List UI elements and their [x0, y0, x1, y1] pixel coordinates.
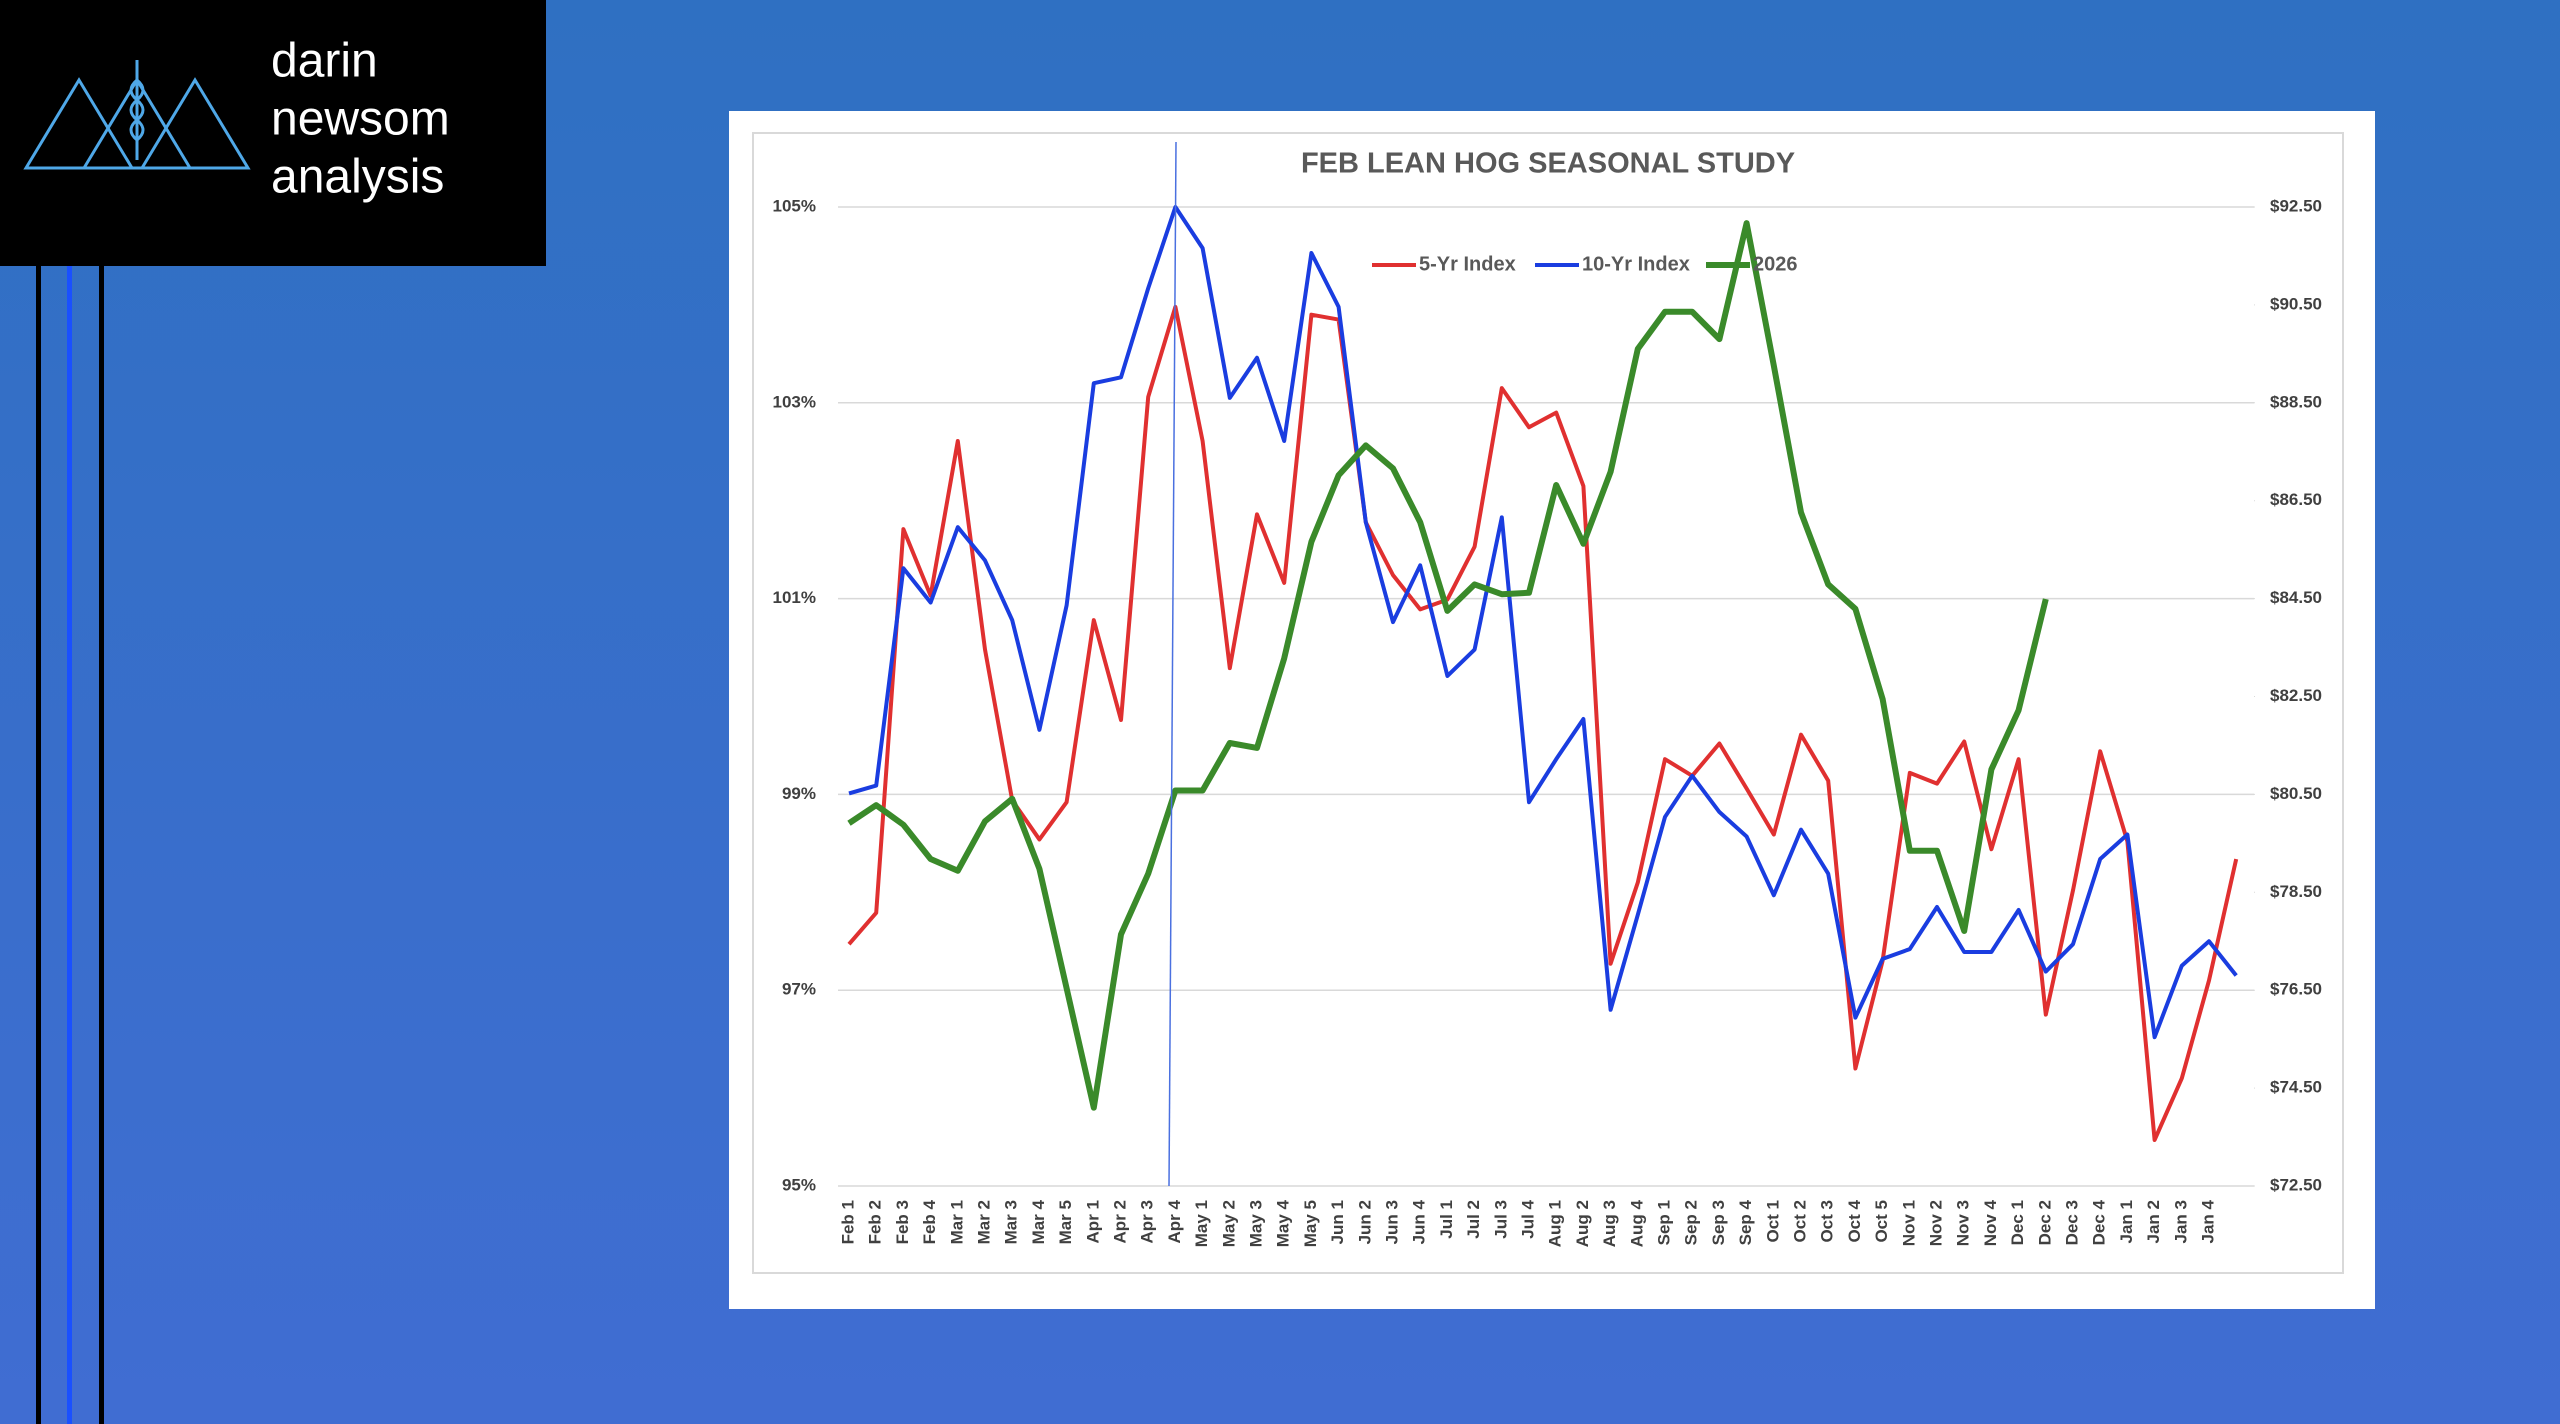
x-tick-label: May 4: [1274, 1199, 1293, 1247]
x-tick-label: Oct 3: [1818, 1200, 1837, 1243]
x-tick-label: Jun 4: [1410, 1199, 1429, 1244]
y2-tick-label: $72.50: [2270, 1175, 2322, 1194]
x-tick-label: Jun 1: [1328, 1200, 1347, 1244]
y2-tick-label: $78.50: [2270, 882, 2322, 901]
logo-text: analysis: [271, 151, 444, 204]
y2-tick-label: $88.50: [2270, 392, 2322, 411]
y-tick-label: 105%: [773, 196, 816, 215]
x-tick-label: Nov 3: [1954, 1200, 1973, 1246]
y2-tick-label: $86.50: [2270, 490, 2322, 509]
chart-title: FEB LEAN HOG SEASONAL STUDY: [1301, 148, 1795, 180]
y-tick-label: 97%: [782, 980, 816, 999]
x-tick-label: Dec 2: [2035, 1200, 2054, 1245]
x-tick-label: Oct 2: [1790, 1200, 1809, 1243]
y-tick-label: 95%: [782, 1175, 816, 1194]
y2-tick-label: $92.50: [2270, 196, 2322, 215]
x-tick-label: Sep 2: [1682, 1200, 1701, 1245]
deco-line: [67, 266, 72, 1424]
x-tick-label: Sep 3: [1709, 1200, 1728, 1245]
x-tick-label: Jan 2: [2144, 1200, 2163, 1243]
x-tick-label: Dec 3: [2062, 1200, 2081, 1245]
x-tick-label: May 1: [1192, 1200, 1211, 1247]
plot-frame: [752, 132, 2344, 1274]
x-tick-label: Mar 3: [1002, 1200, 1021, 1244]
y2-tick-label: $84.50: [2270, 588, 2322, 607]
y2-tick-label: $80.50: [2270, 784, 2322, 803]
x-tick-label: Apr 1: [1083, 1200, 1102, 1243]
deco-line: [36, 266, 41, 1424]
x-tick-label: Sep 1: [1654, 1200, 1673, 1245]
legend-label: 10-Yr Index: [1582, 253, 1690, 275]
x-tick-label: Nov 4: [1981, 1199, 2000, 1246]
legend-label: 2026: [1753, 253, 1798, 275]
x-tick-label: Oct 4: [1845, 1199, 1864, 1242]
x-tick-label: Aug 4: [1627, 1199, 1646, 1247]
logo-box: [0, 0, 546, 266]
y-tick-label: 99%: [782, 784, 816, 803]
x-tick-label: Aug 1: [1546, 1200, 1565, 1247]
x-tick-label: May 3: [1246, 1200, 1265, 1247]
x-tick-label: Oct 1: [1763, 1200, 1782, 1243]
logo-text: darin: [271, 35, 378, 88]
y2-tick-label: $74.50: [2270, 1078, 2322, 1097]
deco-line: [99, 266, 104, 1424]
y2-tick-label: $90.50: [2270, 294, 2322, 313]
x-tick-label: Feb 2: [866, 1200, 885, 1244]
x-tick-label: Jun 3: [1382, 1200, 1401, 1244]
series-line: [847, 304, 2239, 1142]
y2-tick-label: $82.50: [2270, 686, 2322, 705]
chart: 95% 97% 99% 101% 103% 105% $72.50 $74.50 $76.50 $…: [773, 196, 2322, 1247]
x-tick-label: May 5: [1301, 1200, 1320, 1247]
x-tick-label: Mar 1: [947, 1200, 966, 1244]
x-tick-label: Feb 4: [920, 1199, 939, 1244]
y-tick-label: 103%: [773, 392, 816, 411]
x-tick-label: Mar 4: [1029, 1199, 1048, 1244]
marker-line: [1168, 141, 1177, 1187]
series-line: [848, 205, 2238, 1040]
logo-icon: [23, 60, 251, 170]
x-tick-label: Jan 1: [2117, 1200, 2136, 1243]
x-tick-label: May 2: [1219, 1200, 1238, 1247]
x-tick-label: Sep 4: [1736, 1199, 1755, 1245]
x-tick-label: Jul 4: [1518, 1199, 1537, 1238]
x-tick-label: Jun 2: [1355, 1200, 1374, 1244]
x-tick-label: Oct 5: [1872, 1200, 1891, 1243]
x-tick-label: Jul 1: [1437, 1200, 1456, 1239]
x-tick-label: Nov 2: [1926, 1200, 1945, 1246]
x-tick-label: Nov 1: [1899, 1200, 1918, 1246]
y-tick-label: 101%: [773, 588, 816, 607]
x-tick-label: Aug 3: [1600, 1200, 1619, 1247]
x-tick-label: Jan 4: [2198, 1199, 2217, 1243]
x-tick-label: Apr 4: [1165, 1199, 1184, 1243]
x-tick-label: Apr 2: [1110, 1200, 1129, 1243]
x-tick-label: Mar 2: [974, 1200, 993, 1244]
x-tick-label: Jul 2: [1464, 1200, 1483, 1239]
x-tick-label: Apr 3: [1138, 1200, 1157, 1243]
x-tick-label: Feb 3: [893, 1200, 912, 1244]
logo-text: newsom: [271, 93, 450, 146]
x-tick-label: Aug 2: [1573, 1200, 1592, 1247]
y2-tick-label: $76.50: [2270, 980, 2322, 999]
x-tick-label: Jul 3: [1491, 1200, 1510, 1239]
x-tick-label: Mar 5: [1056, 1200, 1075, 1244]
series-line: [847, 220, 2049, 1111]
x-tick-label: Dec 1: [2008, 1200, 2027, 1245]
x-tick-label: Dec 4: [2090, 1199, 2109, 1245]
legend-label: 5-Yr Index: [1419, 253, 1516, 275]
x-tick-label: Feb 1: [838, 1200, 857, 1244]
x-tick-label: Jan 3: [2171, 1200, 2190, 1243]
